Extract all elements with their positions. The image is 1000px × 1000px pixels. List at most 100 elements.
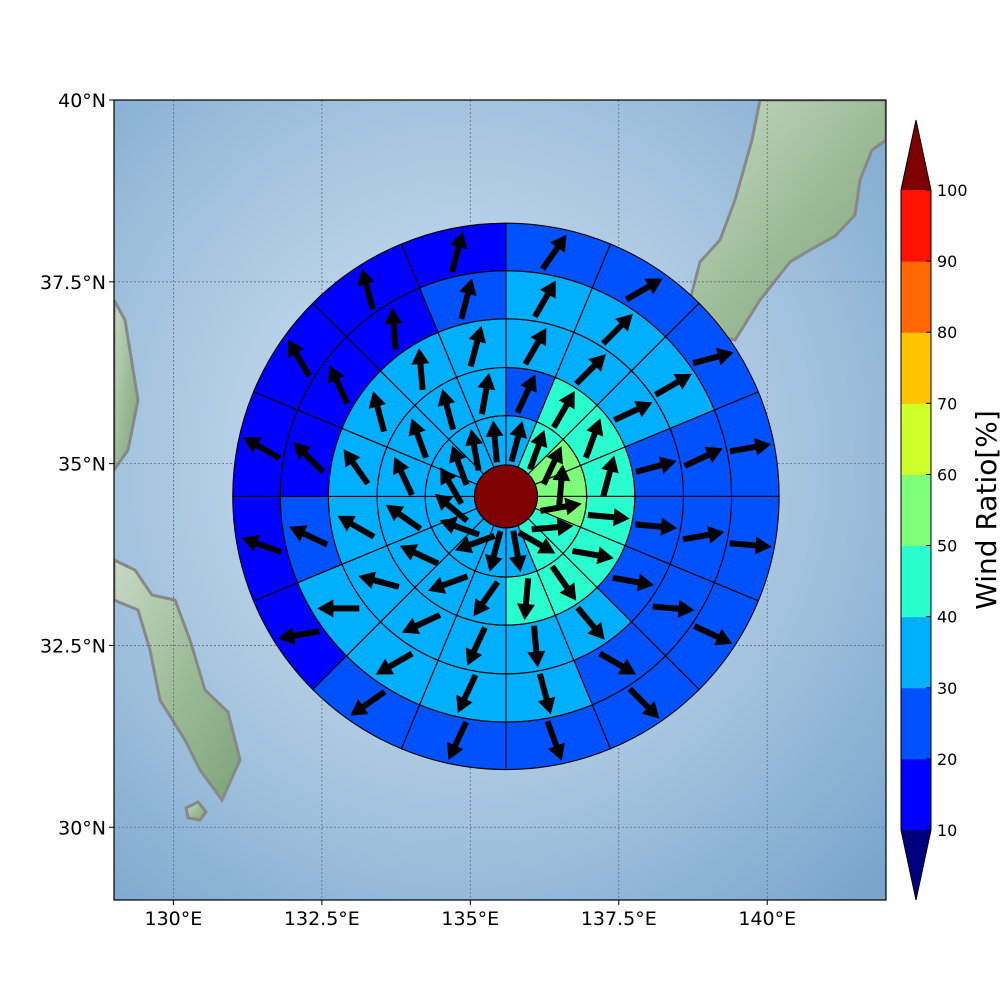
colorbar-bin-6 xyxy=(901,403,931,475)
arrow-ring5-s5 xyxy=(729,536,772,555)
land-honshu-north xyxy=(688,100,886,342)
center-disk-fill xyxy=(473,464,538,529)
arrow-ring1-s11 xyxy=(439,517,480,538)
arrow-ring2-s11 xyxy=(399,544,440,567)
y-axis-ticks: 30°N 32.5°N 35°N 37.5°N 40°N xyxy=(40,90,114,839)
arrow-ring1-s13 xyxy=(440,467,464,506)
arrow-ring5-s3 xyxy=(692,347,734,367)
arrow-ring2-s15 xyxy=(437,388,456,431)
y-tick-label-0: 30°N xyxy=(58,817,106,839)
arrow-ring1-s15 xyxy=(465,429,483,471)
arrow-ring3-s1 xyxy=(522,327,547,366)
arrow-ring4-s7 xyxy=(598,650,637,675)
arrow-ring1-s2 xyxy=(527,430,548,471)
colorbar: 10 20 30 40 50 60 70 80 90 100 xyxy=(900,119,968,901)
map-frame xyxy=(113,99,887,901)
x-axis-ticks: 130°E 132.5°E 135°E 137.5°E 140°E xyxy=(144,900,796,930)
arrow-ring3-s16 xyxy=(467,325,486,368)
arrow-ring1-s8 xyxy=(508,530,527,573)
colorbar-extend-min xyxy=(901,830,931,900)
colorbar-bin-3 xyxy=(901,616,931,689)
arrow-ring2-s1 xyxy=(514,374,537,414)
center-disk xyxy=(473,464,538,529)
colorbar-tick-label-8: 90 xyxy=(937,252,957,271)
arrow-ring2-s16 xyxy=(477,372,496,415)
arrow-ring4-s16 xyxy=(458,278,477,320)
arrow-ring2-s5 xyxy=(587,508,630,527)
arrow-ring3-s7 xyxy=(575,605,605,640)
y-tick-label-2: 35°N xyxy=(58,454,106,476)
arrow-ring3-s6 xyxy=(612,573,654,592)
colorbar-bin-4 xyxy=(901,545,931,618)
arrow-ring3-s15 xyxy=(411,348,430,391)
arrow-ring5-s1 xyxy=(540,234,567,271)
arrow-ring2-s3 xyxy=(583,418,604,459)
x-tick-label-0: 130°E xyxy=(144,908,202,930)
arrow-ring4-s11 xyxy=(317,599,360,618)
y-tick-label-4: 40°N xyxy=(58,90,106,112)
arrow-ring1-s4 xyxy=(552,464,571,507)
x-tick-label-2: 135°E xyxy=(441,908,499,930)
arrow-ring5-s7 xyxy=(627,686,660,719)
arrow-ring5-s12 xyxy=(241,534,283,555)
colorbar-bin-2 xyxy=(901,687,931,760)
colorbar-tick-label-2: 30 xyxy=(937,679,957,698)
arrow-ring4-s5 xyxy=(682,526,725,544)
colorbar-label: Wind Ratio[%] xyxy=(970,410,1000,610)
arrow-ring4-s15 xyxy=(384,307,403,350)
arrow-ring1-s9 xyxy=(485,530,504,572)
arrow-ring5-s10 xyxy=(350,689,387,716)
arrow-ring5-s8 xyxy=(544,720,565,761)
arrow-ring3-s11 xyxy=(358,571,400,590)
arrow-ring2-s12 xyxy=(385,504,423,532)
arrow-ring4-s2 xyxy=(601,313,633,346)
arrow-ring5-s16 xyxy=(448,231,468,273)
arrow-ring5-s2 xyxy=(624,278,663,303)
arrow-ring1-s3 xyxy=(541,446,563,486)
arrow-ring1-s1 xyxy=(508,421,527,463)
arrow-ring5-s4 xyxy=(729,438,772,456)
arrow-ring4-s4 xyxy=(683,446,723,469)
colorbar-tick-label-7: 80 xyxy=(937,323,957,342)
arrow-ring3-s3 xyxy=(613,401,653,423)
arrow-ring4-s9 xyxy=(456,673,479,714)
colorbar-tick-label-0: 10 xyxy=(937,821,957,840)
arrow-ring4-s8 xyxy=(536,673,556,715)
land-kyushu xyxy=(114,558,242,803)
arrow-ring5-s15 xyxy=(357,268,376,310)
arrow-ring3-s12 xyxy=(337,515,376,540)
arrow-ring1-s12 xyxy=(434,493,469,524)
arrow-ring1-s16 xyxy=(485,420,504,463)
arrow-ring4-s12 xyxy=(289,525,329,548)
arrow-ring5-s6 xyxy=(693,623,733,646)
arrow-ring3-s10 xyxy=(401,612,442,634)
arrow-ring3-s8 xyxy=(527,625,546,668)
arrow-ring1-s14 xyxy=(449,445,470,486)
arrow-ring2-s9 xyxy=(473,580,500,617)
y-tick-label-1: 32.5°N xyxy=(40,635,106,657)
arrow-ring3-s14 xyxy=(368,391,387,433)
arrow-ring5-s14 xyxy=(288,339,312,378)
arrow-ring2-s7 xyxy=(549,564,577,601)
colorbar-bin-8 xyxy=(901,261,931,333)
colorbar-bin-5 xyxy=(901,474,931,547)
arrow-ring5-s9 xyxy=(447,720,469,760)
colorbar-tick-label-6: 70 xyxy=(937,394,957,413)
arrow-ring1-s10 xyxy=(455,533,496,554)
x-tick-label-4: 140°E xyxy=(738,908,796,930)
arrow-ring5-s11 xyxy=(277,626,320,645)
arrow-ring2-s4 xyxy=(600,455,619,497)
arrow-ring2-s6 xyxy=(571,546,614,565)
arrow-ring3-s4 xyxy=(635,456,677,475)
arrow-ring4-s10 xyxy=(375,650,414,675)
arrow-ring2-s2 xyxy=(551,391,575,429)
x-tick-label-1: 132.5°E xyxy=(284,908,360,930)
colorbar-bin-1 xyxy=(901,758,931,831)
arrow-ring4-s3 xyxy=(653,373,692,398)
arrow-ring2-s13 xyxy=(392,456,415,497)
arrow-ring2-s14 xyxy=(408,418,429,459)
colorbar-tick-label-9: 100 xyxy=(937,181,968,200)
arrow-ring4-s13 xyxy=(293,442,326,474)
arrow-ring1-s7 xyxy=(517,529,556,554)
